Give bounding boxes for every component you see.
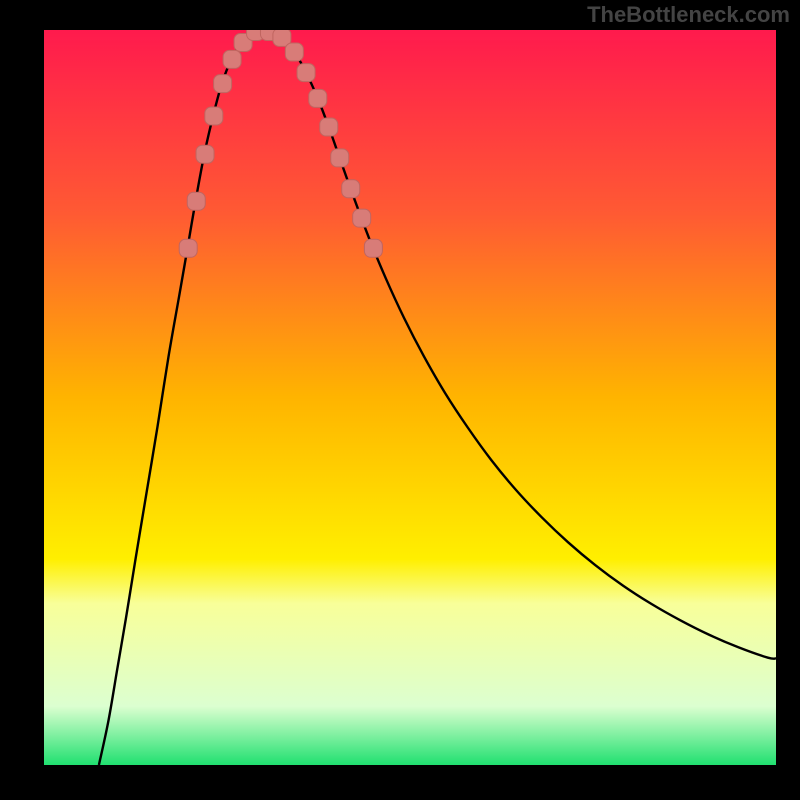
- data-marker: [187, 192, 205, 210]
- data-marker: [196, 145, 214, 163]
- data-marker: [297, 64, 315, 82]
- data-marker: [179, 239, 197, 257]
- data-marker: [285, 43, 303, 61]
- bottleneck-curve: [99, 30, 776, 765]
- marker-group: [179, 30, 382, 257]
- data-marker: [364, 239, 382, 257]
- plot-area: [44, 30, 776, 765]
- data-marker: [309, 89, 327, 107]
- watermark-text: TheBottleneck.com: [587, 2, 790, 28]
- data-marker: [223, 50, 241, 68]
- data-marker: [320, 118, 338, 136]
- data-marker: [342, 180, 360, 198]
- data-marker: [353, 209, 371, 227]
- data-marker: [331, 149, 349, 167]
- chart-svg: [44, 30, 776, 765]
- data-marker: [205, 107, 223, 125]
- data-marker: [214, 75, 232, 93]
